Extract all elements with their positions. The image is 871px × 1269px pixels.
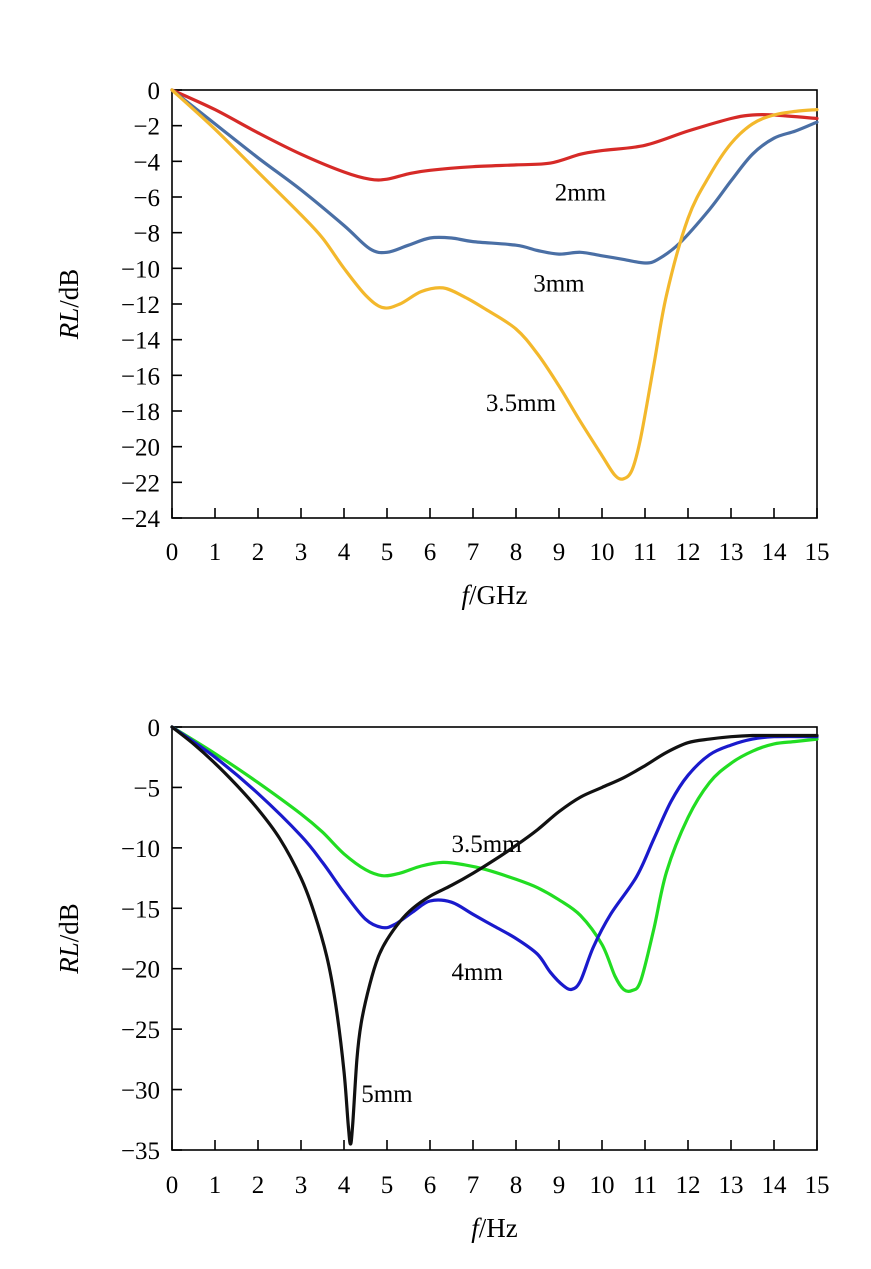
x-axis-title-italic: f bbox=[471, 1213, 482, 1243]
y-tick-label: −20 bbox=[121, 957, 160, 984]
y-tick-label: −10 bbox=[121, 836, 160, 863]
y-tick-label: −15 bbox=[121, 896, 160, 923]
x-tick-label: 13 bbox=[719, 1172, 744, 1199]
series-label-2mm: 2mm bbox=[555, 180, 607, 207]
x-axis-title-italic: f bbox=[462, 580, 473, 610]
series-label-3mm: 3mm bbox=[533, 271, 585, 298]
series-line-5mm bbox=[170, 725, 819, 1146]
y-tick-label: −18 bbox=[121, 399, 160, 426]
y-tick-label: 0 bbox=[148, 78, 161, 105]
x-axis-title: f/GHz bbox=[462, 580, 528, 610]
x-tick-label: 6 bbox=[424, 539, 437, 566]
chart-1: 0 1 2 3 4 5 6 7 8 9 10 11 12 13 14 150−2−4−6−8−10−12−14… bbox=[54, 78, 830, 610]
x-tick-label: 8 bbox=[510, 1172, 523, 1199]
y-tick-label: −5 bbox=[133, 775, 160, 802]
y-axis-title: RL/dB bbox=[54, 269, 84, 341]
x-tick-label: 2 bbox=[252, 1172, 265, 1199]
plot-frame bbox=[171, 726, 818, 1151]
y-tick-label: −20 bbox=[121, 435, 160, 462]
series-line-3-5mm bbox=[170, 725, 819, 993]
x-tick-label: 2 bbox=[252, 539, 265, 566]
x-tick-label: 14 bbox=[762, 1172, 788, 1199]
chart-2: 0 1 2 3 4 5 6 7 8 9 10 11 12 13 14 150−5−10−15−20−25−30… bbox=[54, 715, 830, 1243]
y-tick-label: −4 bbox=[133, 149, 160, 176]
x-tick-label: 11 bbox=[633, 539, 657, 566]
y-axis-title-italic: RL bbox=[54, 308, 84, 341]
y-tick-label: −8 bbox=[133, 221, 160, 248]
x-tick-label: 5 bbox=[381, 1172, 394, 1199]
x-tick-label: 0 bbox=[166, 1172, 179, 1199]
x-tick-label: 11 bbox=[633, 1172, 657, 1199]
y-tick-label: −2 bbox=[133, 114, 160, 141]
y-tick-label: −6 bbox=[133, 185, 160, 212]
series-label-4mm: 4mm bbox=[452, 959, 504, 986]
x-tick-label: 1 bbox=[209, 1172, 222, 1199]
x-tick-label: 3 bbox=[295, 539, 308, 566]
x-tick-label: 3 bbox=[295, 1172, 308, 1199]
y-axis-title: RL/dB bbox=[54, 903, 84, 975]
x-tick-label: 10 bbox=[590, 539, 615, 566]
y-axis-title-unit: /dB bbox=[54, 903, 84, 942]
x-tick-label: 14 bbox=[762, 539, 788, 566]
y-tick-label: −22 bbox=[121, 470, 160, 497]
series-label-3-5mm: 3.5mm bbox=[486, 390, 557, 417]
y-tick-label: −16 bbox=[121, 363, 160, 390]
x-tick-label: 5 bbox=[381, 539, 394, 566]
x-tick-label: 15 bbox=[805, 539, 830, 566]
series-label-5mm: 5mm bbox=[361, 1081, 413, 1108]
x-tick-label: 12 bbox=[676, 1172, 701, 1199]
x-tick-label: 15 bbox=[805, 1172, 830, 1199]
x-axis-title: f/Hz bbox=[471, 1213, 518, 1243]
series-line-2mm bbox=[170, 88, 819, 182]
x-axis-title-unit: /Hz bbox=[479, 1213, 518, 1243]
x-tick-label: 13 bbox=[719, 539, 744, 566]
y-tick-label: −10 bbox=[121, 256, 160, 283]
x-tick-label: 12 bbox=[676, 539, 701, 566]
x-tick-label: 1 bbox=[209, 539, 222, 566]
y-tick-label: −30 bbox=[121, 1078, 160, 1105]
x-tick-label: 0 bbox=[166, 539, 179, 566]
x-axis-title-unit: /GHz bbox=[469, 580, 527, 610]
y-tick-label: −25 bbox=[121, 1017, 160, 1044]
x-tick-label: 10 bbox=[590, 1172, 615, 1199]
x-tick-label: 4 bbox=[338, 1172, 351, 1199]
x-tick-label: 6 bbox=[424, 1172, 437, 1199]
x-tick-label: 7 bbox=[467, 1172, 480, 1199]
y-tick-label: 0 bbox=[148, 715, 161, 742]
series-line-4mm bbox=[170, 725, 819, 992]
x-tick-label: 8 bbox=[510, 539, 523, 566]
y-axis-title-unit: /dB bbox=[54, 269, 84, 308]
y-tick-label: −14 bbox=[121, 328, 161, 355]
x-tick-label: 4 bbox=[338, 539, 351, 566]
series-line-3mm bbox=[170, 88, 819, 265]
y-tick-label: −35 bbox=[121, 1138, 160, 1165]
x-tick-label: 9 bbox=[553, 1172, 566, 1199]
plot-frame bbox=[171, 89, 818, 519]
y-tick-label: −12 bbox=[121, 292, 160, 319]
x-tick-label: 7 bbox=[467, 539, 480, 566]
x-tick-label: 9 bbox=[553, 539, 566, 566]
y-tick-label: −24 bbox=[121, 506, 161, 533]
y-axis-title-italic: RL bbox=[54, 942, 84, 975]
series-line-3-5mm bbox=[170, 88, 819, 481]
series-label-3-5mm: 3.5mm bbox=[452, 831, 523, 858]
